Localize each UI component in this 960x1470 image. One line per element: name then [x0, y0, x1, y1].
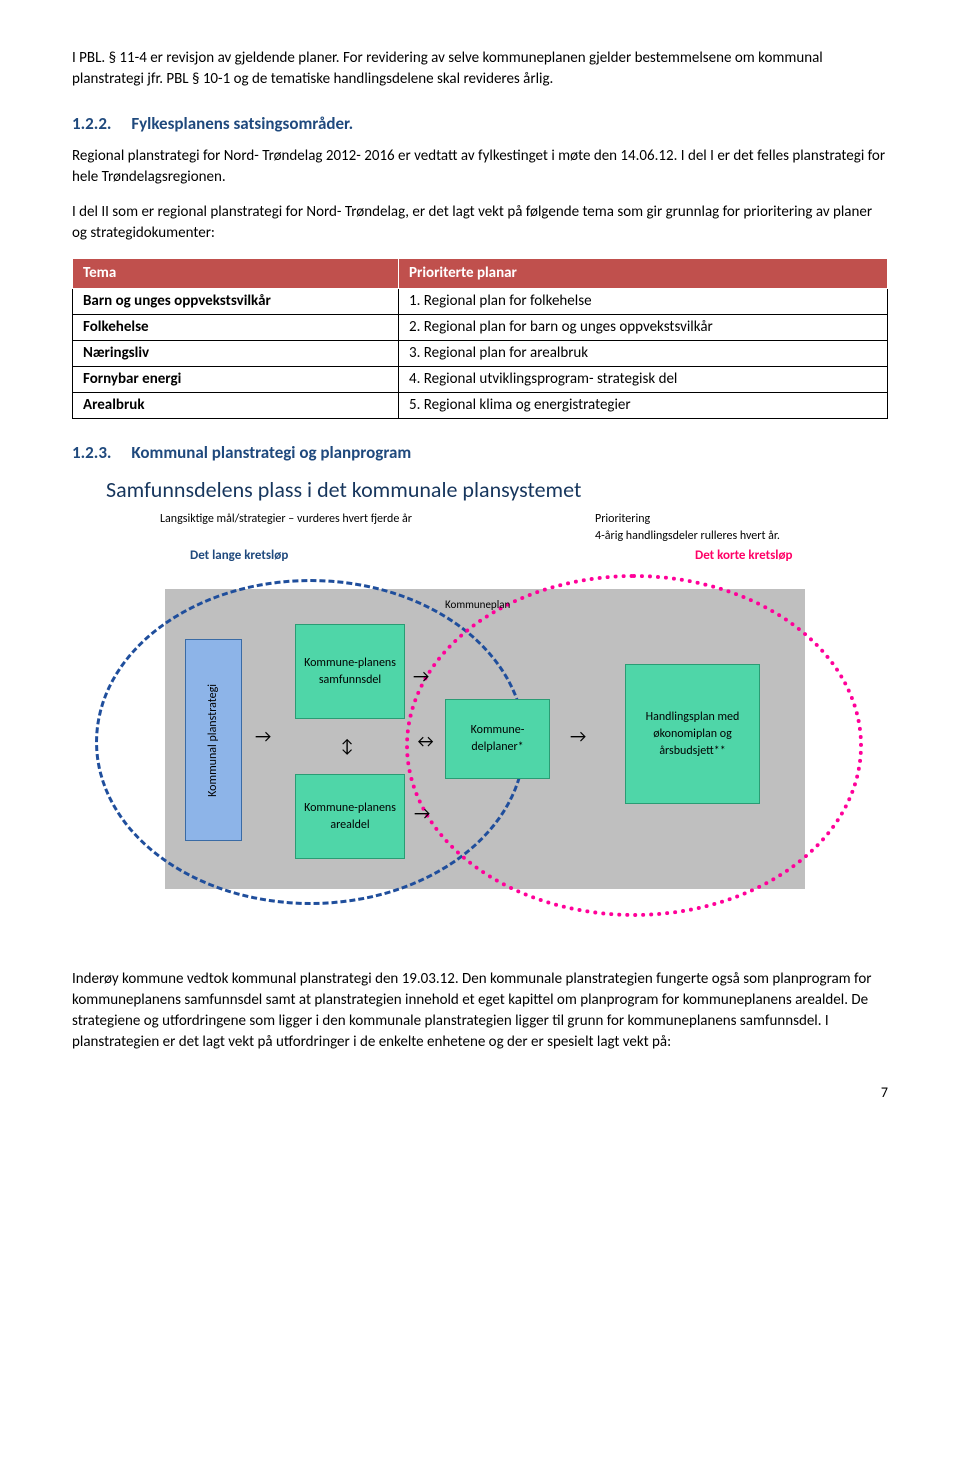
- diagram-sub-right: Prioritering 4-årig handlingsdeler rulle…: [575, 511, 860, 545]
- arrow-icon: →: [414, 801, 430, 826]
- heading-title: Kommunal planstrategi og planprogram: [131, 442, 411, 463]
- diagram-cycle-blue: Det lange kretsløp: [100, 547, 605, 565]
- paragraph-3: Regional planstrategi for Nord- Trøndela…: [72, 146, 888, 188]
- heading-number: 1.2.3.: [72, 442, 111, 463]
- heading-1-2-3: 1.2.3. Kommunal planstrategi og planprog…: [72, 441, 888, 465]
- arrow-icon: ↕: [340, 734, 354, 759]
- paragraph-6: Inderøy kommune vedtok kommunal planstra…: [72, 969, 888, 1053]
- box-delplaner: Kommune-delplaner*: [445, 699, 550, 779]
- diagram-cycle-pink: Det korte kretsløp: [605, 547, 860, 565]
- table-header-left: Tema: [73, 258, 399, 288]
- table-cell-tema: Folkehelse: [73, 314, 399, 340]
- table-cell-prioriterte: 5. Regional klima og energistrategier: [399, 392, 888, 418]
- table-row: Fornybar energi4. Regional utviklingspro…: [73, 366, 888, 392]
- heading-title: Fylkesplanens satsingsområder.: [131, 113, 353, 134]
- table-row: Barn og unges oppvekstsvilkår1. Regional…: [73, 288, 888, 314]
- page-number: 7: [72, 1083, 888, 1103]
- table-cell-tema: Næringsliv: [73, 340, 399, 366]
- box-kommunal-planstrategi: Kommunal planstrategi: [185, 639, 242, 841]
- box-samfunnsdel: Kommune-planens samfunnsdel: [295, 624, 405, 719]
- heading-number: 1.2.2.: [72, 113, 111, 134]
- table-row: Arealbruk5. Regional klima og energistra…: [73, 392, 888, 418]
- kommuneplan-label: Kommuneplan: [445, 597, 510, 612]
- diagram: Samfunnsdelens plass i det kommunale pla…: [100, 475, 860, 930]
- arrow-icon: →: [255, 724, 271, 749]
- table-cell-prioriterte: 3. Regional plan for arealbruk: [399, 340, 888, 366]
- table-cell-prioriterte: 2. Regional plan for barn og unges oppve…: [399, 314, 888, 340]
- diagram-title: Samfunnsdelens plass i det kommunale pla…: [106, 475, 860, 506]
- heading-1-2-2: 1.2.2. Fylkesplanens satsingsområder.: [72, 112, 888, 136]
- table-cell-tema: Arealbruk: [73, 392, 399, 418]
- arrow-icon: →: [413, 664, 429, 689]
- box-handlingsplan: Handlingsplan med økonomiplan og årsbuds…: [625, 664, 760, 804]
- tema-table: Tema Prioriterte planar Barn og unges op…: [72, 258, 888, 419]
- table-cell-prioriterte: 4. Regional utviklingsprogram- strategis…: [399, 366, 888, 392]
- table-cell-prioriterte: 1. Regional plan for folkehelse: [399, 288, 888, 314]
- diagram-sub-left: Langsiktige mål/strategier – vurderes hv…: [100, 511, 575, 545]
- paragraph-1: I PBL. § 11-4 er revisjon av gjeldende p…: [72, 48, 888, 90]
- box-arealdel: Kommune-planens arealdel: [295, 774, 405, 859]
- table-cell-tema: Barn og unges oppvekstsvilkår: [73, 288, 399, 314]
- paragraph-4: I del II som er regional planstrategi fo…: [72, 202, 888, 244]
- table-cell-tema: Fornybar energi: [73, 366, 399, 392]
- arrow-icon: ↔: [414, 729, 437, 754]
- table-row: Folkehelse2. Regional plan for barn og u…: [73, 314, 888, 340]
- arrow-icon: →: [570, 724, 586, 749]
- table-row: Næringsliv3. Regional plan for arealbruk: [73, 340, 888, 366]
- table-header-right: Prioriterte planar: [399, 258, 888, 288]
